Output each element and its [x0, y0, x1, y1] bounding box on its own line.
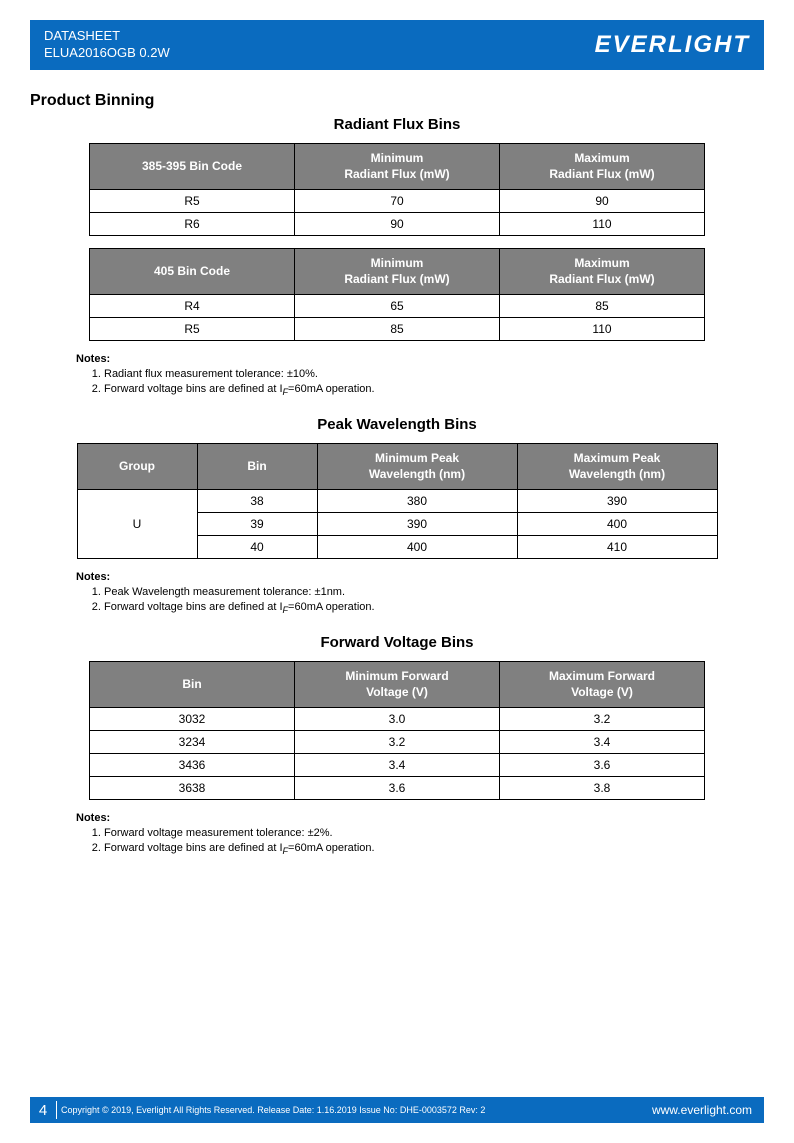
table-cell: 85 — [500, 295, 705, 318]
table-cell: 3234 — [90, 731, 295, 754]
table-cell: 110 — [500, 213, 705, 236]
table-cell: 3638 — [90, 777, 295, 800]
table-cell: R5 — [90, 190, 295, 213]
brand-logo: EVERLIGHT — [595, 31, 750, 59]
column-header: Maximum ForwardVoltage (V) — [500, 662, 705, 708]
table-row: 32343.23.4 — [90, 731, 705, 754]
table-cell: 90 — [500, 190, 705, 213]
column-header: Maximum PeakWavelength (nm) — [517, 444, 717, 490]
table-cell: 3.2 — [500, 708, 705, 731]
table-cell: 390 — [317, 513, 517, 536]
table-cell: R5 — [90, 318, 295, 341]
table-cell: 40 — [197, 536, 317, 559]
note-item: Radiant flux measurement tolerance: ±10%… — [104, 367, 764, 382]
table-cell: 65 — [295, 295, 500, 318]
table-row: R57090 — [90, 190, 705, 213]
table-cell: 400 — [517, 513, 717, 536]
notes-list: Forward voltage measurement tolerance: ±… — [104, 826, 764, 857]
table-cell: 70 — [295, 190, 500, 213]
radiant-title: Radiant Flux Bins — [30, 116, 764, 133]
table-cell: 38 — [197, 490, 317, 513]
page-number: 4 — [30, 1102, 56, 1119]
column-header: Bin — [197, 444, 317, 490]
table-cell: R4 — [90, 295, 295, 318]
column-header: Minimum ForwardVoltage (V) — [295, 662, 500, 708]
voltage-table: BinMinimum ForwardVoltage (V)Maximum For… — [89, 661, 705, 800]
table-row: R46585 — [90, 295, 705, 318]
notes-list: Peak Wavelength measurement tolerance: ±… — [104, 585, 764, 616]
column-header: MaximumRadiant Flux (mW) — [500, 249, 705, 295]
table-row: R585110 — [90, 318, 705, 341]
radiant-notes: Notes: Radiant flux measurement toleranc… — [76, 353, 764, 398]
voltage-notes: Notes: Forward voltage measurement toler… — [76, 812, 764, 857]
table-row: R690110 — [90, 213, 705, 236]
header-bar: DATASHEET ELUA2016OGB 0.2W EVERLIGHT — [30, 20, 764, 70]
table-cell: R6 — [90, 213, 295, 236]
table-cell: 390 — [517, 490, 717, 513]
note-item: Forward voltage bins are defined at IF=6… — [104, 382, 764, 398]
wavelength-table-wrap: GroupBinMinimum PeakWavelength (nm)Maxim… — [30, 443, 764, 559]
column-header: MaximumRadiant Flux (mW) — [500, 144, 705, 190]
table-cell: 410 — [517, 536, 717, 559]
column-header: 405 Bin Code — [90, 249, 295, 295]
doc-type: DATASHEET — [44, 28, 170, 45]
wavelength-title: Peak Wavelength Bins — [30, 416, 764, 433]
column-header: Minimum PeakWavelength (nm) — [317, 444, 517, 490]
radiant-tables: 385-395 Bin CodeMinimumRadiant Flux (mW)… — [30, 143, 764, 341]
voltage-table-wrap: BinMinimum ForwardVoltage (V)Maximum For… — [30, 661, 764, 800]
group-cell: U — [77, 490, 197, 559]
footer-url: www.everlight.com — [640, 1103, 764, 1117]
table-cell: 400 — [317, 536, 517, 559]
table-row: U38380390 — [77, 490, 717, 513]
table-cell: 3.4 — [295, 754, 500, 777]
table-cell: 3.4 — [500, 731, 705, 754]
column-header: MinimumRadiant Flux (mW) — [295, 144, 500, 190]
note-item: Peak Wavelength measurement tolerance: ±… — [104, 585, 764, 600]
column-header: Bin — [90, 662, 295, 708]
wavelength-notes: Notes: Peak Wavelength measurement toler… — [76, 571, 764, 616]
table-cell: 3.8 — [500, 777, 705, 800]
column-header: Group — [77, 444, 197, 490]
table-row: 36383.63.8 — [90, 777, 705, 800]
table-cell: 3.2 — [295, 731, 500, 754]
notes-list: Radiant flux measurement tolerance: ±10%… — [104, 367, 764, 398]
table-cell: 3436 — [90, 754, 295, 777]
table-cell: 110 — [500, 318, 705, 341]
table-cell: 3.0 — [295, 708, 500, 731]
table-cell: 39 — [197, 513, 317, 536]
table-cell: 90 — [295, 213, 500, 236]
table-cell: 3.6 — [295, 777, 500, 800]
radiant-flux-table: 385-395 Bin CodeMinimumRadiant Flux (mW)… — [89, 143, 705, 236]
note-item: Forward voltage bins are defined at IF=6… — [104, 841, 764, 857]
notes-label: Notes: — [76, 353, 764, 365]
voltage-title: Forward Voltage Bins — [30, 634, 764, 651]
table-row: 30323.03.2 — [90, 708, 705, 731]
table-cell: 3032 — [90, 708, 295, 731]
table-cell: 85 — [295, 318, 500, 341]
part-number: ELUA2016OGB 0.2W — [44, 45, 170, 62]
notes-label: Notes: — [76, 812, 764, 824]
note-item: Forward voltage bins are defined at IF=6… — [104, 600, 764, 616]
radiant-flux-table: 405 Bin CodeMinimumRadiant Flux (mW)Maxi… — [89, 248, 705, 341]
section-title: Product Binning — [30, 92, 764, 110]
column-header: MinimumRadiant Flux (mW) — [295, 249, 500, 295]
header-left: DATASHEET ELUA2016OGB 0.2W — [44, 28, 170, 62]
table-cell: 380 — [317, 490, 517, 513]
table-cell: 3.6 — [500, 754, 705, 777]
table-row: 34363.43.6 — [90, 754, 705, 777]
content: Product Binning Radiant Flux Bins 385-39… — [0, 70, 794, 858]
column-header: 385-395 Bin Code — [90, 144, 295, 190]
note-item: Forward voltage measurement tolerance: ±… — [104, 826, 764, 841]
wavelength-table: GroupBinMinimum PeakWavelength (nm)Maxim… — [77, 443, 718, 559]
notes-label: Notes: — [76, 571, 764, 583]
copyright-text: Copyright © 2019, Everlight All Rights R… — [57, 1105, 640, 1115]
footer-bar: 4 Copyright © 2019, Everlight All Rights… — [30, 1097, 764, 1123]
